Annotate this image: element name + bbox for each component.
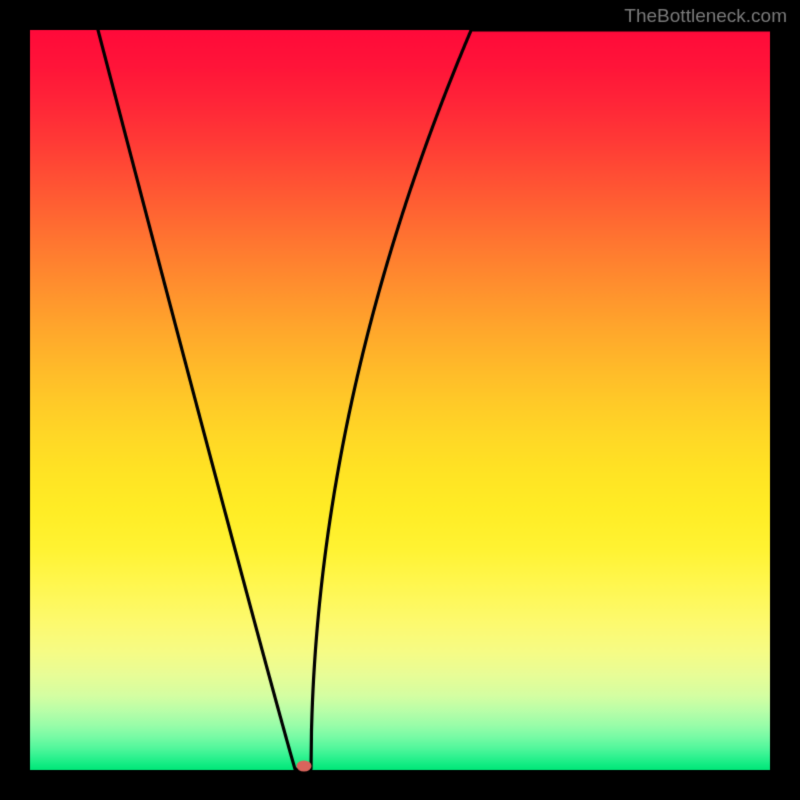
- bottleneck-chart-canvas: [0, 0, 800, 800]
